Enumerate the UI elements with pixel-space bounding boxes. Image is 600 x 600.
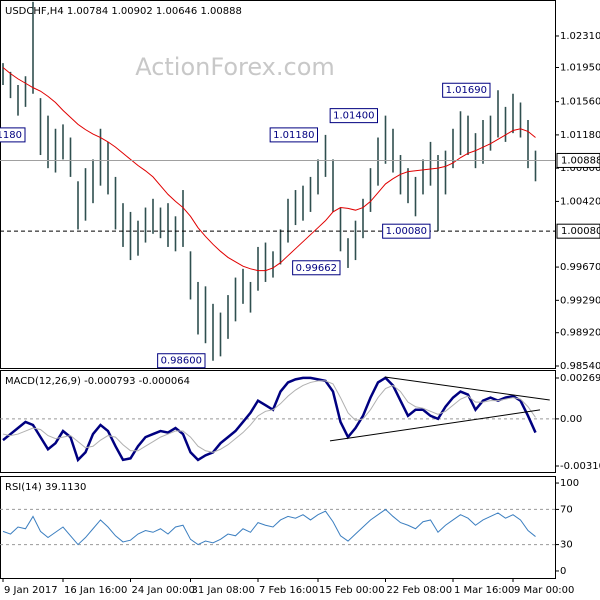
annotation-box [382,223,431,239]
indicator-line [2,508,536,546]
price-label: 1.00888 [561,155,600,166]
annotation-box [0,127,26,143]
indicator-line [2,380,536,453]
panel-title: USDCHF,H4 1.00784 1.00902 1.00646 1.0088… [5,6,242,17]
price-label: 1.00080 [561,226,600,237]
panel-frame [0,370,556,473]
y-tick-label: 1.01180 [560,130,600,141]
y-tick-label: 1.01950 [560,62,600,73]
annotation-box [292,260,341,276]
panel-frame [0,476,556,579]
y-tick-label: 0 [560,566,566,577]
annotation-label: 1.01180 [273,130,314,141]
price-label-box [556,223,600,239]
panel-title: RSI(14) 39.1130 [5,482,86,493]
y-tick-label: 0.99670 [560,262,600,273]
trendline [329,409,541,442]
x-tick-label: 31 Jan 08:00 [192,585,255,596]
y-tick-label: 1.00420 [560,196,600,207]
annotation-label: 0.98600 [161,356,202,367]
x-tick-label: 24 Jan 00:00 [132,585,195,596]
watermark: ActionForex.com [135,53,335,81]
annotation-box [442,82,491,98]
y-tick-label: 0.98540 [560,361,600,372]
y-tick-label: 100 [560,478,579,489]
x-tick-label: 15 Feb 00:00 [319,585,385,596]
y-tick-label: 1.00800 [560,163,600,174]
panel-frame [0,0,556,369]
price-label-box [556,152,600,168]
x-tick-label: 22 Feb 08:00 [387,585,453,596]
annotation-label: 1.01690 [446,85,487,96]
annotation-label: 1.00080 [386,226,427,237]
y-tick-label: 0.98920 [560,328,600,339]
y-tick-label: 0.99290 [560,295,600,306]
annotation-label: 0.99662 [296,263,337,274]
annotation-label: 1.01180 [0,130,22,141]
x-tick-label: 16 Jan 16:00 [64,585,127,596]
x-tick-label: 9 Jan 2017 [4,585,58,596]
annotation-box [157,353,206,369]
x-tick-label: 9 Mar 00:00 [514,585,574,596]
annotation-box [269,127,318,143]
y-tick-label: -0.003102 [560,461,600,472]
trendline [384,376,550,401]
y-tick-label: 1.02310 [560,31,600,42]
y-tick-label: 0.002691 [560,373,600,384]
moving-average [2,67,536,272]
annotation-label: 1.01400 [333,111,374,122]
y-tick-label: 30 [560,540,573,551]
x-tick-label: 1 Mar 16:00 [454,585,514,596]
y-tick-label: 1.01560 [560,97,600,108]
annotation-box [329,108,378,124]
indicator-line [2,376,537,463]
panel-title: MACD(12,26,9) -0.000793 -0.000064 [5,376,190,387]
x-tick-label: 7 Feb 16:00 [259,585,318,596]
y-tick-label: 0.00 [560,414,582,425]
y-tick-label: 70 [560,504,573,515]
